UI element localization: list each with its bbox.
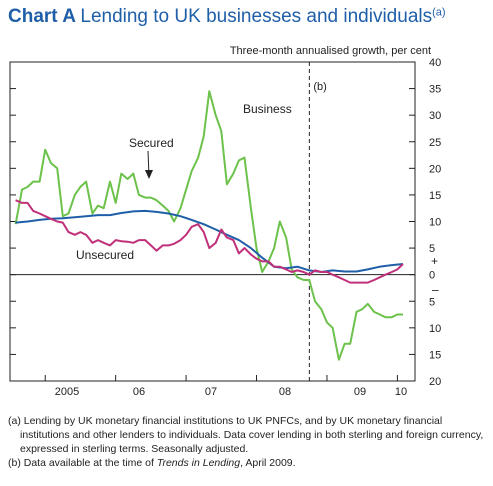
y-tick-label: 35 xyxy=(429,84,441,96)
units-label: Three-month annualised growth, per cent xyxy=(229,45,431,57)
plot-frame xyxy=(9,61,416,382)
line-chart: 40 35 30 25 20 15 10 5 0 5 10 15 20 + – 2005 06 07 08 09 10 (… xyxy=(9,57,441,398)
footnote-b-suffix: , April 2009. xyxy=(240,457,296,469)
footnote-b-italic: Trends in Lending xyxy=(156,457,241,469)
x-tick-label: 2005 xyxy=(55,386,79,398)
footnote-a: (a) Lending by UK monetary financial ins… xyxy=(8,415,484,455)
series-line-unsecured xyxy=(15,199,404,284)
y-sign-plus: + xyxy=(431,254,438,268)
chart-header: Chart A Lending to UK businesses and ind… xyxy=(8,6,446,28)
y-tick-label: 5 xyxy=(429,243,435,255)
y-tick-label: 20 xyxy=(429,376,441,388)
x-tick-label: 07 xyxy=(205,386,217,398)
annotation-secured: Secured xyxy=(129,136,174,150)
y-tick-label: 20 xyxy=(429,163,441,175)
series-line-secured xyxy=(15,209,404,273)
x-tick-label: 08 xyxy=(279,386,291,398)
y-tick-label: 15 xyxy=(429,349,441,361)
annotation-business: Business xyxy=(243,102,292,116)
y-tick-label: 25 xyxy=(429,137,441,149)
annotation-secured-arrowhead xyxy=(145,170,153,179)
y-tick-label: 10 xyxy=(429,217,441,229)
y-tick-label: 0 xyxy=(429,270,435,282)
y-sign-minus: – xyxy=(432,282,439,296)
data-cutoff-label: (b) xyxy=(313,81,326,93)
footnotes: (a) Lending by UK monetary financial ins… xyxy=(8,414,488,470)
footnote-b-prefix: (b) Data available at the time of xyxy=(8,457,157,469)
y-tick-label: 15 xyxy=(429,190,441,202)
x-tick-label: 10 xyxy=(395,386,407,398)
chart-title-note: (a) xyxy=(432,6,446,19)
x-tick-label: 09 xyxy=(354,386,366,398)
y-tick-label: 30 xyxy=(429,110,441,122)
y-tick-label: 10 xyxy=(429,323,441,335)
footnote-b: (b) Data available at the time of Trends… xyxy=(8,456,488,470)
x-tick-label: 06 xyxy=(133,386,145,398)
annotation-unsecured: Unsecured xyxy=(76,248,134,262)
series-line-business xyxy=(14,90,403,361)
chart-label: Chart A xyxy=(8,6,76,27)
y-tick-label: 40 xyxy=(429,57,441,69)
chart-title: Lending to UK businesses and individuals xyxy=(80,6,433,27)
y-tick-label: 5 xyxy=(429,296,435,308)
